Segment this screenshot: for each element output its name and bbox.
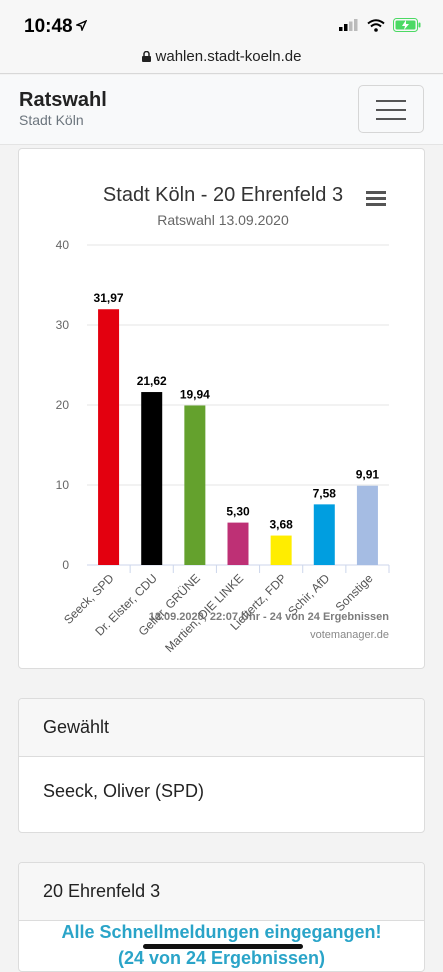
bar[interactable] (184, 405, 206, 565)
site-title[interactable]: Ratswahl (19, 89, 107, 111)
bar[interactable] (270, 535, 292, 565)
bar[interactable] (98, 309, 120, 565)
battery-charging-icon (393, 18, 421, 32)
y-tick-label: 20 (56, 398, 70, 412)
x-tick-label: Sonstige (333, 571, 376, 614)
data-label: 31,97 (94, 291, 124, 305)
status-time: 10:48 (24, 16, 73, 37)
bar[interactable] (356, 485, 378, 565)
chart-subtitle: Ratswahl 13.09.2020 (157, 212, 289, 228)
bar[interactable] (227, 522, 249, 565)
data-label: 3,68 (269, 518, 293, 532)
data-label: 9,91 (356, 468, 380, 482)
notice-text: Alle Schnellmeldungen eingegangen! (61, 922, 382, 942)
notice-text-count: (24 von 24 Ergebnissen) (117, 948, 326, 968)
url-text: wahlen.stadt-koeln.de (155, 48, 302, 65)
lock-icon (141, 51, 151, 62)
data-label: 5,30 (226, 505, 250, 519)
chart-menu-icon[interactable] (366, 191, 386, 206)
chart-credit[interactable]: votemanager.de (310, 629, 389, 641)
hamburger-icon (376, 100, 406, 102)
y-tick-label: 10 (56, 478, 70, 492)
status-bar: 10:48 (0, 0, 443, 44)
location-arrow-icon (76, 20, 87, 31)
district-header: 20 Ehrenfeld 3 (19, 863, 424, 921)
data-label: 19,94 (180, 387, 210, 401)
site-subtitle: Stadt Köln (19, 112, 84, 128)
hamburger-icon-bar (376, 109, 406, 111)
hamburger-menu-button[interactable] (358, 85, 424, 133)
chart-footer: 13.09.2020, 22:07 Uhr - 24 von 24 Ergebn… (149, 611, 390, 623)
wifi-icon (367, 18, 385, 32)
data-label: 7,58 (313, 486, 337, 500)
cellular-signal-icon (339, 19, 358, 31)
hamburger-icon-bar (376, 118, 406, 120)
bar[interactable] (141, 392, 163, 565)
url-display[interactable]: wahlen.stadt-koeln.de (141, 48, 302, 65)
results-chart: Stadt Köln - 20 Ehrenfeld 3 Ratswahl 13.… (56, 184, 390, 655)
chart-card: Stadt Köln - 20 Ehrenfeld 3 Ratswahl 13.… (18, 148, 425, 669)
elected-header: Gewählt (19, 699, 424, 757)
y-tick-label: 0 (62, 558, 69, 572)
y-tick-label: 40 (56, 238, 70, 252)
address-bar[interactable]: wahlen.stadt-koeln.de (0, 44, 443, 74)
data-label: 21,62 (137, 374, 167, 388)
elected-value: Seeck, Oliver (SPD) (43, 781, 205, 801)
district-card: 20 Ehrenfeld 3 (18, 862, 425, 972)
home-indicator (143, 944, 303, 949)
site-navbar: Ratswahl Stadt Köln (0, 75, 443, 145)
bar[interactable] (313, 504, 335, 565)
chart-title: Stadt Köln - 20 Ehrenfeld 3 (103, 184, 343, 206)
y-tick-label: 30 (56, 318, 70, 332)
elected-card: Gewählt Seeck, Oliver (SPD) (18, 698, 425, 833)
